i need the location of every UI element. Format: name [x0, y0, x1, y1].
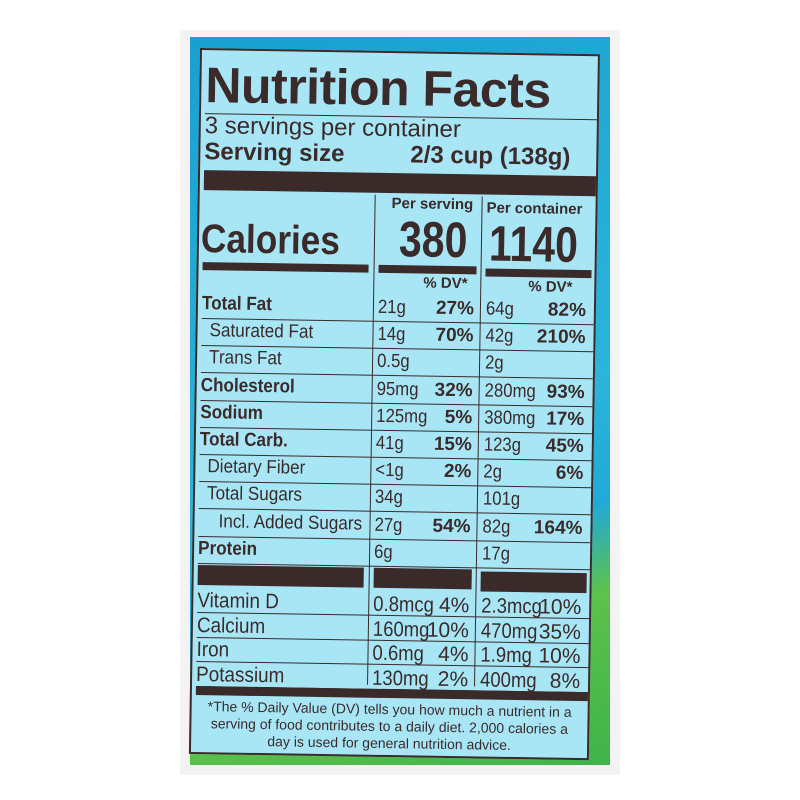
- serving-amount: 27g: [374, 514, 403, 536]
- container-amount: 380mg: [484, 407, 536, 430]
- serving-amount: 14g: [377, 324, 406, 346]
- serving-amount: 41g: [375, 432, 404, 455]
- container-dv: 164%: [533, 516, 583, 539]
- nutrient-name: Incl. Added Sugars: [218, 510, 363, 535]
- container-amount: 101g: [482, 488, 521, 511]
- container-dv: 45%: [545, 435, 584, 458]
- nutrition-facts-label: Nutrition Facts 3 servings per container…: [188, 48, 600, 761]
- medium-divider: [378, 264, 477, 275]
- serving-dv: 15%: [433, 433, 472, 456]
- serving-dv: [420, 543, 470, 544]
- nutrient-name: Total Sugars: [206, 483, 303, 507]
- container-dv: [533, 491, 583, 492]
- nutrient-name: Total Carb.: [199, 429, 289, 452]
- medium-divider: [485, 268, 592, 279]
- thick-divider: [197, 565, 364, 588]
- nutrient-name: Vitamin D: [197, 589, 280, 614]
- serving-amount: 0.6mg: [372, 641, 425, 666]
- serving-amount: <1g: [375, 459, 404, 482]
- container-dv: [535, 355, 585, 356]
- container-dv: 35%: [538, 619, 582, 644]
- label-title: Nutrition Facts: [204, 57, 552, 119]
- serving-amount: 0.5g: [376, 351, 410, 373]
- serving-dv: [423, 353, 473, 354]
- container-dv: 17%: [546, 408, 585, 430]
- container-amount: 400mg: [479, 667, 537, 692]
- thick-divider: [480, 571, 587, 594]
- container-amount: 2g: [483, 461, 503, 483]
- calories-label: Calories: [200, 217, 341, 264]
- serving-dv: 2%: [437, 667, 469, 691]
- serving-dv: 27%: [435, 297, 475, 320]
- nutrient-name: Protein: [197, 537, 258, 560]
- dv-header-container: % DV*: [528, 278, 573, 296]
- dv-header-serving: % DV*: [423, 274, 468, 293]
- container-dv: 210%: [536, 326, 586, 349]
- serving-dv: 10%: [426, 618, 470, 642]
- container-amount: 280mg: [484, 380, 536, 402]
- serving-dv: 4%: [437, 642, 469, 667]
- calories-per-serving: 380: [398, 211, 468, 269]
- nutrient-name: Saturated Fat: [209, 320, 314, 343]
- container-dv: [532, 545, 582, 546]
- serving-amount: 95mg: [376, 378, 419, 401]
- nutrient-name: Dietary Fiber: [207, 456, 306, 479]
- serving-amount: 21g: [377, 296, 407, 319]
- medium-divider: [202, 262, 369, 273]
- nutrient-name: Calcium: [196, 613, 266, 638]
- container-amount: 64g: [485, 298, 514, 320]
- container-amount: 1.9mg: [480, 643, 533, 668]
- nutrient-name: Sodium: [200, 401, 264, 424]
- serving-dv: 32%: [434, 379, 473, 401]
- thick-divider: [373, 567, 472, 590]
- container-amount: 82g: [482, 516, 511, 538]
- nutrient-name: Iron: [196, 638, 230, 662]
- container-amount: 42g: [485, 325, 514, 348]
- container-amount: 2g: [484, 352, 504, 375]
- serving-dv: 4%: [438, 593, 470, 618]
- container-dv: 93%: [546, 381, 585, 403]
- serving-size-value: 2/3 cup (138g): [410, 141, 571, 171]
- calories-per-container: 1140: [488, 215, 579, 273]
- thick-divider: [203, 170, 597, 197]
- nutrient-name: Cholesterol: [200, 374, 295, 398]
- container-dv: 8%: [549, 669, 581, 693]
- serving-dv: [421, 489, 471, 490]
- serving-amount: 34g: [374, 487, 404, 509]
- container-amount: 470mg: [480, 618, 538, 643]
- container-amount: 17g: [481, 543, 511, 565]
- serving-dv: 70%: [435, 324, 474, 347]
- container-dv: 10%: [538, 644, 581, 669]
- container-dv: 82%: [547, 299, 587, 322]
- nutrient-name: Total Fat: [201, 293, 273, 316]
- serving-dv: 54%: [432, 515, 471, 537]
- footnote: *The % Daily Value (DV) tells you how mu…: [207, 698, 572, 753]
- serving-size-label: Serving size: [204, 138, 345, 168]
- serving-dv: 5%: [444, 406, 473, 429]
- container-dv: 10%: [539, 595, 582, 620]
- serving-dv: 2%: [443, 461, 472, 483]
- container-amount: 123g: [483, 434, 522, 457]
- serving-amount: 125mg: [376, 405, 428, 428]
- serving-amount: 6g: [373, 541, 393, 563]
- container-dv: 6%: [555, 462, 584, 485]
- nutrient-name: Trans Fat: [208, 347, 282, 370]
- nutrient-name: Potassium: [195, 662, 285, 687]
